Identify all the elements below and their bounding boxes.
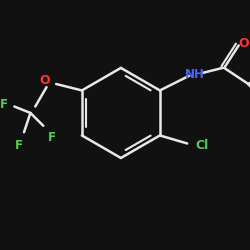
Text: F: F <box>0 98 8 112</box>
Text: Cl: Cl <box>195 138 208 151</box>
Text: O: O <box>39 74 50 87</box>
Text: F: F <box>48 131 56 144</box>
Text: NH: NH <box>185 68 205 81</box>
Text: O: O <box>238 37 249 50</box>
Text: F: F <box>15 139 23 152</box>
